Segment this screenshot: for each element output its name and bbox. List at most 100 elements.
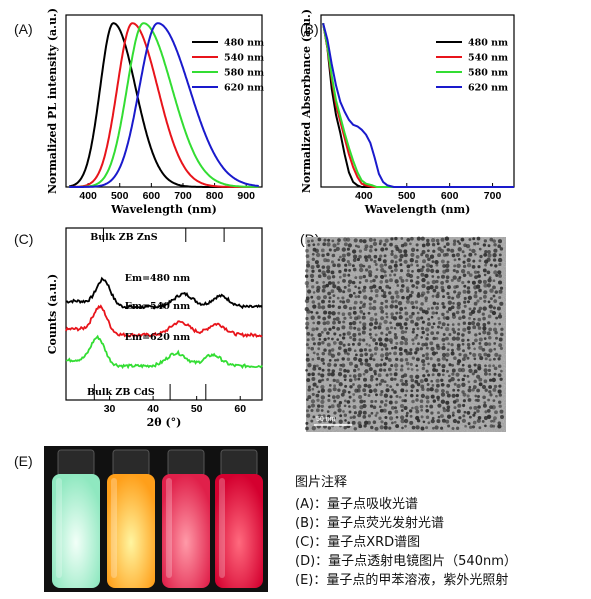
tem-particle: [305, 426, 309, 431]
tem-particle: [338, 400, 343, 405]
tem-particle: [399, 403, 405, 409]
tem-particle: [437, 411, 440, 415]
tem-particle: [305, 368, 308, 372]
tem-particle: [342, 343, 346, 347]
tem-particle: [477, 352, 482, 357]
tem-particle: [473, 241, 477, 246]
tem-particle: [394, 304, 399, 309]
tem-particle: [373, 388, 378, 393]
tem-particle: [460, 269, 466, 274]
panel-c-letter: (C): [14, 231, 33, 247]
tem-particle: [328, 349, 332, 353]
tem-particle: [351, 280, 356, 285]
tem-particle: [445, 275, 450, 280]
tem-particle: [383, 380, 387, 384]
tem-particle: [469, 406, 473, 410]
tem-particle: [356, 257, 360, 262]
tem-particle: [442, 305, 446, 309]
tem-particle: [384, 304, 389, 309]
tem-particle: [472, 317, 476, 321]
tem-particle: [415, 409, 420, 414]
tem-particle: [405, 278, 409, 282]
tem-particle: [458, 416, 462, 420]
tem-particle: [404, 393, 408, 397]
tem-particle: [483, 337, 487, 340]
tem-particle: [493, 372, 497, 376]
tem-particle: [435, 331, 440, 335]
tem-particle: [416, 248, 419, 252]
tem-particle: [451, 363, 455, 367]
tem-particle: [404, 379, 408, 383]
tem-particle: [448, 332, 452, 337]
tem-particle: [321, 265, 326, 269]
tem-particle: [446, 369, 449, 373]
tem-particle: [312, 342, 316, 346]
tem-particle: [379, 263, 384, 268]
tem-particle: [472, 420, 477, 425]
tem-particle: [352, 258, 357, 262]
tem-particle: [420, 393, 425, 398]
tem-particle: [410, 319, 415, 324]
tem-particle: [414, 322, 419, 327]
tem-particle: [499, 346, 503, 350]
tem-particle: [478, 259, 482, 263]
tem-particle: [390, 312, 394, 316]
tem-particle: [445, 419, 450, 424]
tem-particle: [317, 332, 322, 338]
tem-particle: [357, 368, 360, 371]
tem-particle: [394, 299, 398, 303]
tem-particle: [410, 368, 414, 371]
tem-particle: [336, 242, 340, 246]
tem-particle: [486, 283, 491, 288]
tem-particle: [398, 347, 403, 352]
tem-particle: [492, 387, 497, 392]
tem-particle: [380, 378, 385, 383]
tem-particle: [468, 352, 472, 355]
tem-particle: [494, 330, 498, 335]
tem-particle: [479, 254, 483, 259]
tem-particle: [332, 421, 336, 425]
tem-particle: [348, 306, 353, 311]
tem-particle: [341, 357, 345, 361]
tem-particle: [369, 244, 373, 249]
tem-particle: [353, 427, 358, 431]
tem-particle: [379, 280, 384, 284]
tem-particle: [482, 330, 487, 335]
tem-particle: [375, 383, 379, 387]
tem-particle: [497, 244, 501, 248]
tem-particle: [316, 295, 321, 300]
tem-particle: [453, 264, 457, 268]
tem-particle: [430, 306, 434, 310]
tem-particle: [427, 362, 430, 366]
tem-particle: [338, 288, 343, 293]
chart-a-xtick-label: 900: [237, 190, 255, 202]
tem-particle: [425, 415, 430, 419]
tem-particle: [464, 424, 467, 428]
tem-particle: [363, 247, 368, 252]
tem-particle: [368, 273, 373, 278]
tem-particle: [390, 269, 394, 273]
tem-particle: [372, 278, 376, 283]
tem-particle: [461, 342, 465, 346]
tem-particle: [352, 310, 357, 315]
tem-particle: [368, 249, 373, 253]
tem-particle: [434, 388, 439, 393]
tem-particle: [369, 317, 374, 322]
tem-particle: [414, 405, 419, 411]
tem-particle: [390, 250, 394, 253]
tem-particle: [436, 419, 441, 424]
tem-particle: [346, 331, 351, 336]
tem-particle: [306, 260, 310, 264]
tem-particle: [473, 294, 478, 299]
tem-particle: [472, 352, 477, 358]
tem-particle: [442, 333, 446, 336]
caption-item-b: (B)：量子点荧光发射光谱: [295, 516, 445, 531]
tem-particle: [335, 246, 340, 251]
tem-particle: [305, 326, 309, 330]
tem-particle: [337, 408, 342, 413]
tem-particle: [390, 237, 394, 241]
tem-particle: [312, 366, 317, 371]
tem-particle: [410, 389, 414, 393]
vial-cap: [220, 449, 258, 477]
tem-particle: [358, 263, 364, 268]
